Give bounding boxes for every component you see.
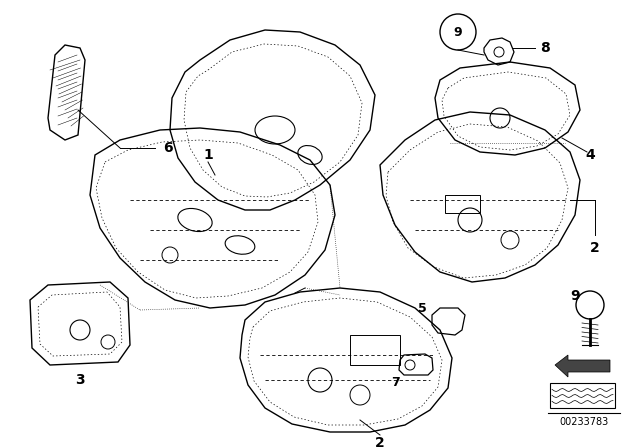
Text: 4: 4: [585, 148, 595, 162]
Text: 2: 2: [590, 241, 600, 255]
Text: 3: 3: [75, 373, 85, 387]
Text: 5: 5: [418, 302, 426, 314]
Text: 9: 9: [570, 289, 580, 303]
Text: 8: 8: [540, 41, 550, 55]
Text: 00233783: 00233783: [559, 417, 609, 427]
Text: 6: 6: [163, 141, 173, 155]
Text: 9: 9: [454, 26, 462, 39]
Text: 1: 1: [203, 148, 213, 162]
Polygon shape: [555, 355, 610, 377]
Text: 7: 7: [390, 375, 399, 388]
Text: 2: 2: [375, 436, 385, 448]
